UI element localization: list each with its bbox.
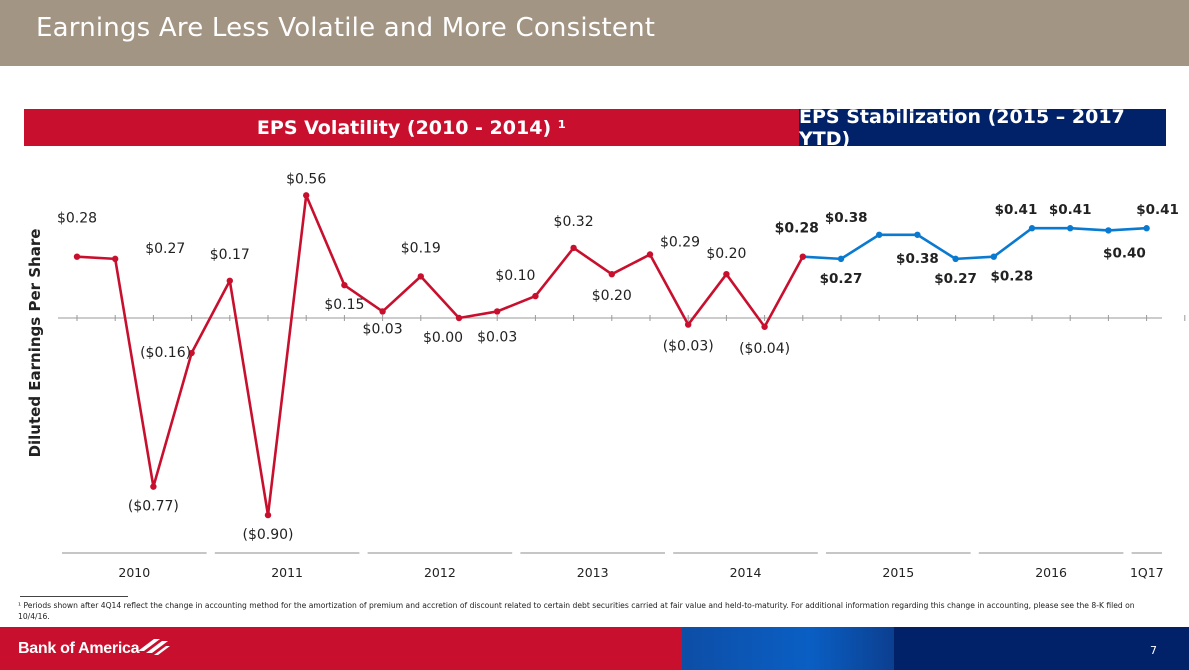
volatility-point [226, 277, 233, 284]
footnote-divider [20, 596, 128, 597]
year-label-2010: 2010 [118, 565, 150, 580]
stabilization-data-label: $0.41 [995, 202, 1038, 218]
year-label-1q17: 1Q17 [1130, 565, 1164, 580]
volatility-data-label: $0.29 [660, 234, 700, 250]
volatility-data-label: $0.19 [401, 240, 441, 256]
volatility-data-label: $0.28 [57, 211, 97, 227]
volatility-data-label: ($0.03) [663, 339, 714, 355]
volatility-point [264, 511, 272, 519]
volatility-data-label: $0.15 [324, 297, 364, 313]
volatility-data-label: $0.10 [495, 268, 535, 284]
volatility-point [455, 314, 463, 322]
eps-stabilization-banner: EPS Stabilization (2015 – 2017 YTD) [799, 106, 1166, 150]
stabilization-data-label: $0.38 [896, 251, 939, 267]
volatility-point [150, 483, 157, 490]
stabilization-point [1105, 227, 1112, 234]
stabilization-data-label: $0.41 [1049, 202, 1092, 218]
volatility-data-label: ($0.77) [128, 499, 179, 515]
volatility-point [570, 244, 577, 252]
volatility-data-label: $0.03 [477, 329, 517, 345]
volatility-data-label: ($0.16) [140, 345, 191, 361]
volatility-point [494, 308, 501, 315]
year-label-2011: 2011 [271, 565, 303, 580]
stabilization-data-label: $0.27 [934, 271, 977, 287]
x-axis [58, 315, 1186, 321]
volatility-point [417, 273, 424, 280]
eps-line-chart: Diluted Earnings Per Share $0.28 $0.27 ($0… [26, 171, 1186, 580]
volatility-data-label: $0.20 [592, 288, 632, 304]
volatility-data-label: $0.27 [145, 241, 185, 257]
stabilization-data-label: $0.41 [1136, 202, 1179, 218]
footer-red-segment [0, 627, 682, 670]
year-label-2013: 2013 [577, 565, 609, 580]
volatility-series-line [76, 194, 804, 517]
volatility-data-label: $0.03 [363, 321, 403, 337]
volatility-point [532, 292, 539, 300]
volatility-point [303, 192, 310, 199]
volatility-point [188, 349, 195, 357]
year-label-2014: 2014 [730, 565, 762, 580]
stabilization-data-label: $0.27 [820, 271, 863, 287]
stabilization-data-label: $0.40 [1103, 245, 1146, 261]
volatility-data-label: $0.32 [554, 214, 594, 230]
footer-navy-segment [894, 627, 1189, 670]
stabilization-series-line [802, 226, 1147, 261]
stabilization-data-label: $0.28 [990, 269, 1033, 285]
volatility-point [799, 253, 806, 260]
year-label-2016: 2016 [1035, 565, 1067, 580]
series-lines [76, 194, 1147, 517]
year-label-2015: 2015 [882, 565, 914, 580]
bank-of-america-logo-text: Bank of America [18, 640, 140, 657]
volatility-point [685, 321, 692, 328]
footnote: ¹ Periods shown after 4Q14 reflect the c… [18, 601, 1135, 621]
volatility-data-label: ($0.90) [242, 527, 293, 543]
stabilization-point [952, 255, 959, 263]
footer-bar [0, 627, 1189, 670]
volatility-point [112, 255, 119, 263]
series-points [73, 192, 1150, 519]
volatility-data-label: ($0.04) [739, 341, 790, 357]
volatility-point [608, 271, 615, 278]
stabilization-point [990, 253, 997, 260]
data-labels: $0.28 $0.27 ($0.77) ($0.16) $0.17 ($0.90) $0.5… [57, 171, 1179, 543]
volatility-point [379, 308, 386, 315]
volatility-point [761, 323, 768, 330]
title-bar: Earnings Are Less Volatile and More Cons… [0, 0, 1189, 66]
eps-volatility-banner: EPS Volatility (2010 - 2014) ¹ [24, 109, 799, 146]
stabilization-point [1028, 225, 1036, 232]
volatility-data-label: $0.00 [423, 330, 463, 346]
page-number: 7 [1150, 644, 1157, 657]
x-group-labels: 2010 2011 2012 2013 2014 2015 2016 1Q17 [62, 552, 1164, 580]
volatility-point [723, 271, 730, 278]
stabilization-point [837, 255, 845, 263]
page-title: Earnings Are Less Volatile and More Cons… [36, 13, 656, 43]
volatility-data-label: $0.17 [210, 247, 250, 263]
y-axis-label: Diluted Earnings Per Share [26, 229, 44, 458]
stabilization-point [876, 231, 883, 238]
stabilization-point [1067, 225, 1074, 232]
volatility-data-label: $0.56 [286, 171, 326, 187]
volatility-point [73, 253, 81, 260]
stabilization-data-label: $0.38 [825, 210, 868, 226]
year-label-2012: 2012 [424, 565, 456, 580]
volatility-data-label: $0.28 [775, 221, 819, 237]
flag-logo-icon [138, 639, 170, 655]
footer-blue-segment [682, 627, 894, 670]
stabilization-point [914, 231, 921, 238]
volatility-point [341, 281, 348, 289]
stabilization-point [1143, 225, 1150, 232]
volatility-point [646, 251, 654, 258]
volatility-data-label: $0.20 [706, 246, 746, 262]
